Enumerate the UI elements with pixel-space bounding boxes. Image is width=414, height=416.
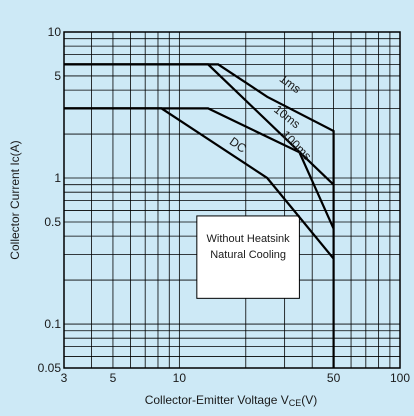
y-tick-label: 10 [48, 25, 62, 39]
y-axis-label: Collector Current Ic(A) [8, 140, 22, 259]
y-tick-label: 0.05 [38, 361, 62, 375]
annotation-box [196, 215, 300, 299]
tick-label-layer: 3 5 10 50 100 0.05 0.1 0.5 1 5 10 [38, 25, 411, 385]
series-line-10ms [64, 63, 335, 186]
x-tick-label: 10 [173, 371, 187, 385]
x-tick-label: 5 [110, 371, 117, 385]
x-axis-label: Collector-Emitter Voltage VCE(V) [145, 393, 318, 408]
curve-label-1ms: 1ms [277, 71, 304, 96]
x-tick-label: 100 [390, 371, 410, 385]
series-layer [64, 63, 335, 368]
y-tick-label: 0.1 [44, 317, 61, 331]
annotation-line-1: Without Heatsink [207, 233, 291, 245]
y-tick-label: 0.5 [44, 215, 61, 229]
y-tick-label: 1 [54, 171, 61, 185]
series-line-DC [64, 107, 335, 260]
x-tick-label: 50 [327, 371, 341, 385]
y-tick-label: 5 [54, 69, 61, 83]
annotation-line-2: Natural Cooling [210, 249, 286, 261]
plot-frame [63, 31, 401, 369]
annotation-box-group: Without Heatsink Natural Cooling [196, 215, 300, 299]
grid-layer [64, 32, 400, 368]
x-tick-label: 3 [61, 371, 68, 385]
